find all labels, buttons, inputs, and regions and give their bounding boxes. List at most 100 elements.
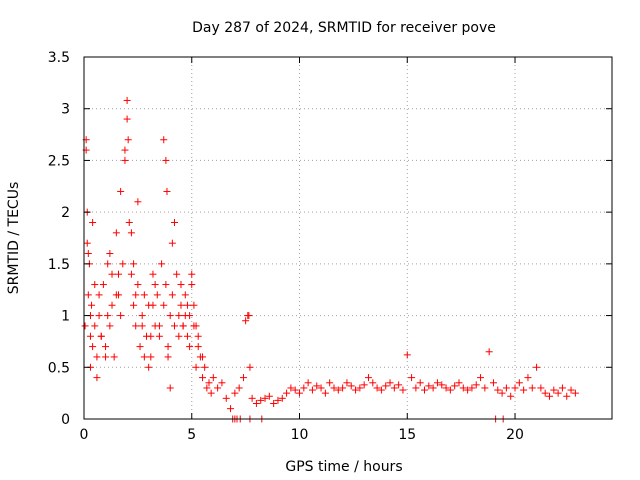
- chart-title: Day 287 of 2024, SRMTID for receiver pov…: [192, 20, 496, 36]
- data-point: [390, 384, 398, 392]
- y-tick-label: 3: [61, 102, 70, 118]
- data-point: [455, 379, 463, 387]
- data-point: [181, 291, 189, 299]
- data-point: [86, 332, 94, 340]
- data-point: [416, 379, 424, 387]
- data-point: [533, 363, 541, 371]
- x-tick-label: 15: [398, 427, 416, 443]
- data-point: [84, 250, 92, 258]
- data-point: [472, 381, 480, 389]
- data-point: [162, 281, 170, 289]
- data-point: [199, 353, 207, 361]
- data-point: [360, 381, 368, 389]
- data-point: [252, 399, 260, 407]
- data-point: [114, 270, 122, 278]
- data-point: [163, 187, 171, 195]
- data-point: [248, 394, 256, 402]
- data-point: [194, 332, 202, 340]
- data-point: [203, 384, 211, 392]
- data-point: [558, 384, 566, 392]
- data-point: [102, 353, 110, 361]
- y-tick-label: 1: [61, 309, 70, 325]
- data-point: [160, 301, 168, 309]
- data-point: [425, 382, 433, 390]
- data-point: [188, 270, 196, 278]
- data-point: [124, 136, 132, 144]
- data-point: [84, 291, 92, 299]
- data-point: [160, 136, 168, 144]
- plot-frame: [83, 56, 613, 420]
- data-point: [373, 384, 381, 392]
- data-point: [494, 386, 502, 394]
- data-point: [330, 384, 338, 392]
- y-tick-label: 2: [61, 205, 70, 221]
- data-point: [83, 239, 91, 247]
- data-point: [192, 363, 200, 371]
- data-point: [127, 270, 135, 278]
- data-point: [104, 260, 112, 268]
- data-point: [291, 386, 299, 394]
- data-point: [265, 392, 273, 400]
- data-point: [546, 392, 554, 400]
- data-point: [138, 312, 146, 320]
- data-point: [183, 301, 191, 309]
- data-point: [352, 386, 360, 394]
- data-point: [550, 386, 558, 394]
- data-point: [235, 384, 243, 392]
- x-axis-label: GPS time / hours: [285, 459, 402, 475]
- data-point: [173, 270, 181, 278]
- data-point: [386, 379, 394, 387]
- y-tick-label: 2.5: [48, 153, 70, 169]
- data-point: [429, 384, 437, 392]
- data-point: [123, 115, 131, 123]
- data-point: [433, 379, 441, 387]
- data-point: [489, 379, 497, 387]
- data-point: [151, 281, 159, 289]
- data-point: [304, 379, 312, 387]
- data-point: [563, 392, 571, 400]
- data-point: [528, 384, 536, 392]
- data-point: [502, 384, 510, 392]
- data-point: [399, 386, 407, 394]
- data-point: [149, 270, 157, 278]
- data-point: [130, 301, 138, 309]
- data-point: [177, 281, 185, 289]
- data-point: [364, 374, 372, 382]
- data-point: [145, 363, 153, 371]
- data-point: [127, 229, 135, 237]
- data-point: [246, 363, 254, 371]
- data-point: [287, 384, 295, 392]
- data-point: [106, 250, 114, 258]
- data-point: [207, 389, 215, 397]
- data-point: [138, 322, 146, 330]
- data-point: [520, 386, 528, 394]
- data-point: [313, 382, 321, 390]
- data-point: [179, 322, 187, 330]
- data-point: [541, 389, 549, 397]
- data-point: [102, 343, 110, 351]
- data-point: [446, 386, 454, 394]
- data-point: [261, 394, 269, 402]
- data-point: [382, 382, 390, 390]
- data-point: [183, 332, 191, 340]
- y-tick-label: 3.5: [48, 50, 70, 66]
- data-point: [93, 353, 101, 361]
- data-point: [99, 281, 107, 289]
- data-point: [227, 405, 235, 413]
- data-point: [194, 343, 202, 351]
- y-tick-label: 0: [61, 412, 70, 428]
- data-point: [110, 353, 118, 361]
- x-tick-label: 20: [506, 427, 524, 443]
- data-point: [468, 384, 476, 392]
- x-tick-label: 5: [187, 427, 196, 443]
- data-point: [408, 374, 416, 382]
- data-point: [186, 343, 194, 351]
- data-point: [245, 312, 253, 320]
- data-point: [158, 260, 166, 268]
- data-point: [343, 379, 351, 387]
- data-point: [222, 394, 230, 402]
- data-point: [171, 322, 179, 330]
- data-point: [515, 379, 523, 387]
- data-point: [347, 382, 355, 390]
